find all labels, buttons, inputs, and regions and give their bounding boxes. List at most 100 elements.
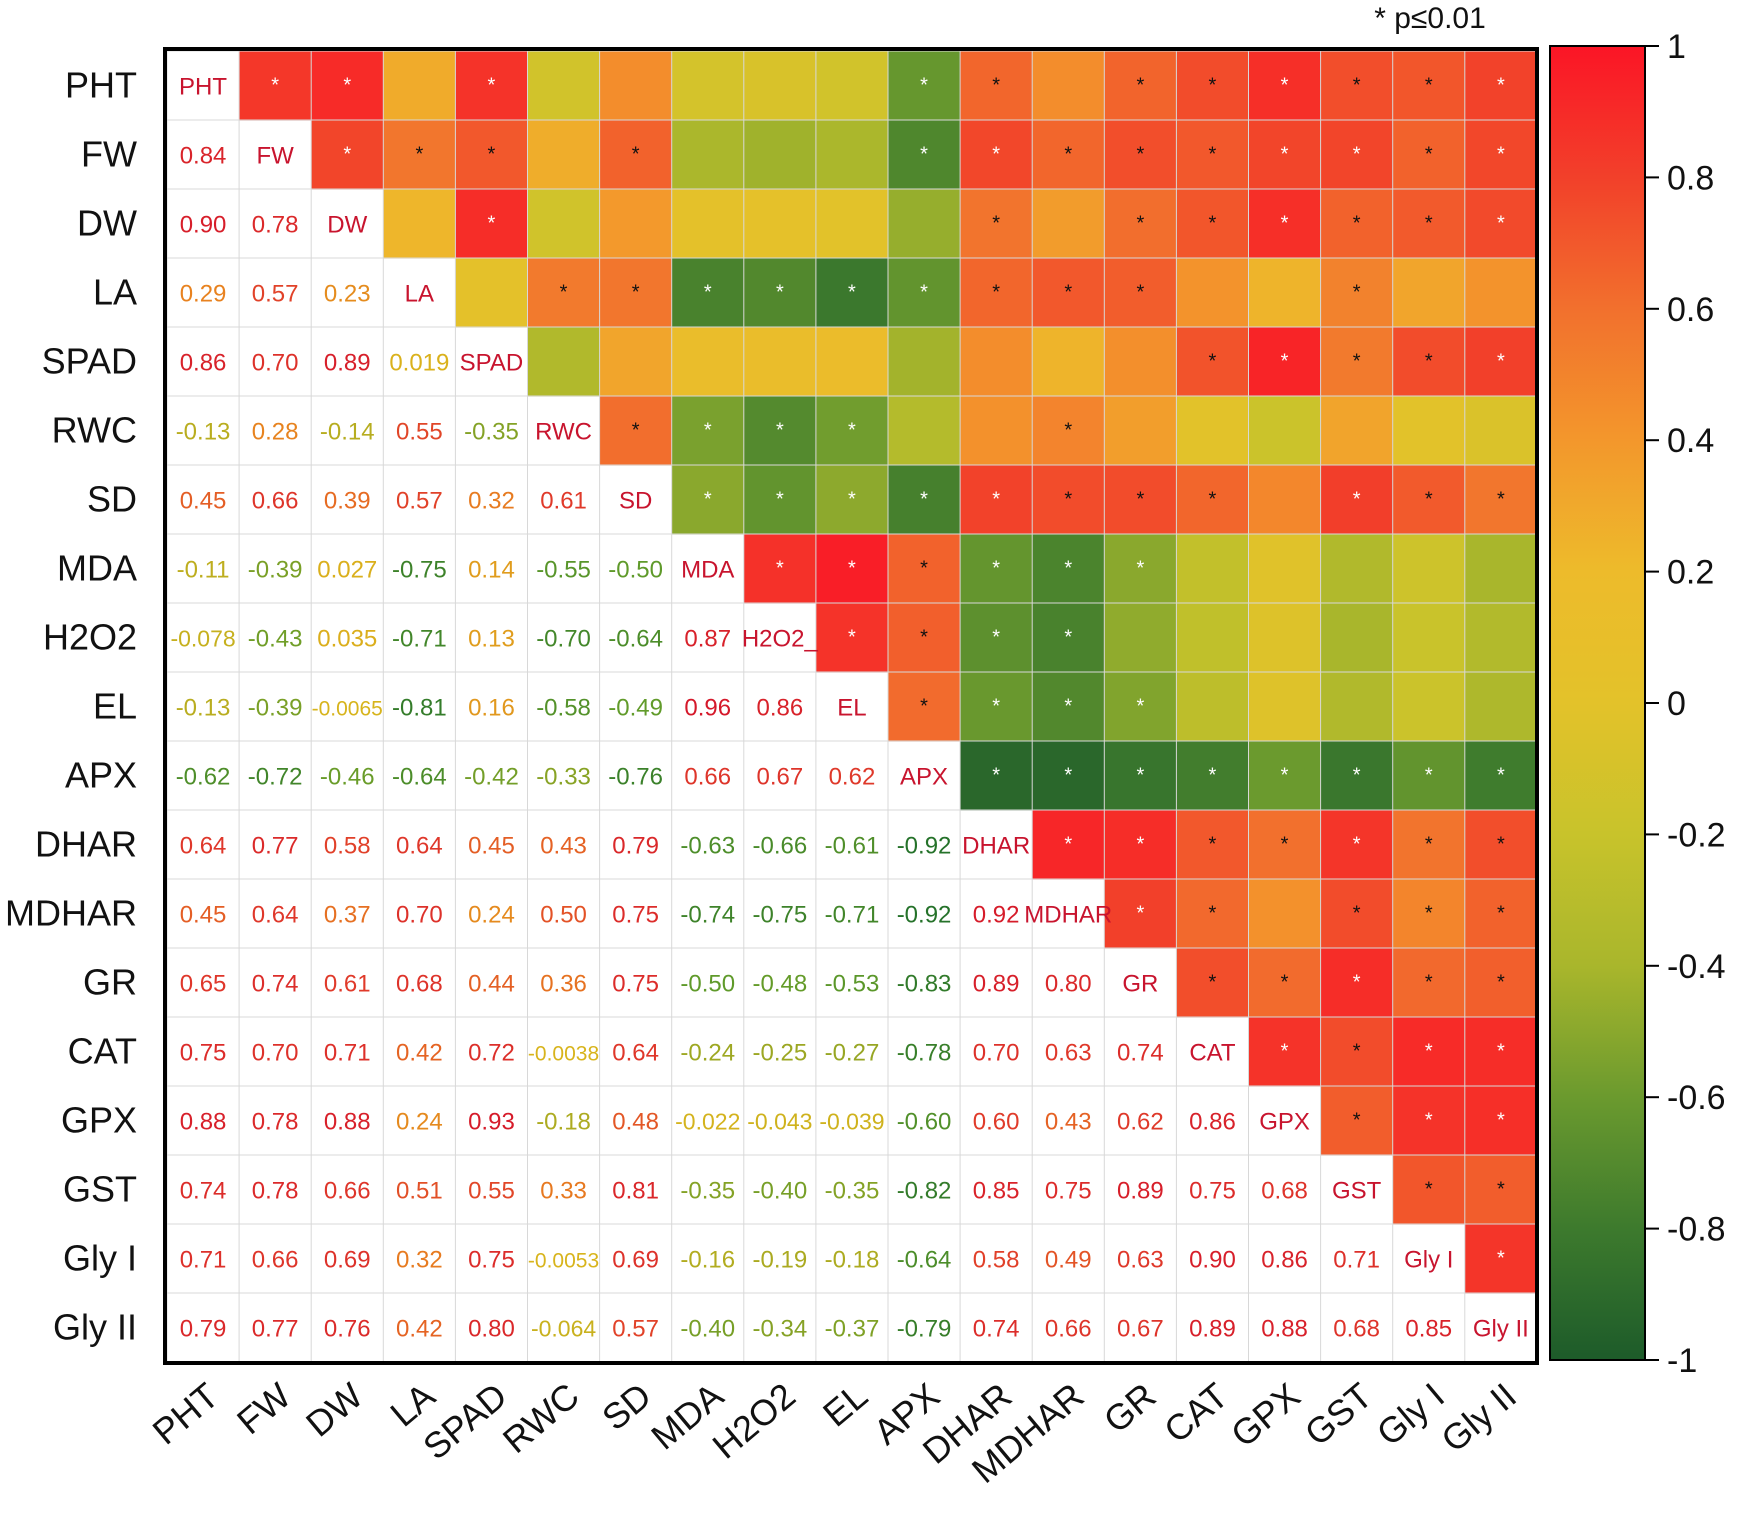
heatmap-cell-SPAD-Gly-I	[1392, 327, 1466, 397]
correlation-value: 0.70	[396, 902, 443, 929]
heatmap-cell-SD-CAT	[1176, 465, 1250, 535]
diagonal-label: MDHAR	[1024, 902, 1112, 929]
correlation-value: 0.28	[252, 419, 299, 446]
heatmap-cell-H2O2-GPX	[1248, 603, 1322, 673]
diagonal-label: DHAR	[962, 833, 1030, 860]
significance-star: *	[1136, 834, 1144, 856]
significance-star: *	[1425, 903, 1433, 925]
correlation-value: 0.84	[180, 143, 227, 170]
significance-star: *	[920, 696, 928, 718]
heatmap-cell-SPAD-EL	[815, 327, 889, 397]
correlation-value: -0.76	[608, 764, 663, 791]
heatmap-cell-DW-SPAD	[455, 189, 529, 259]
significance-star: *	[343, 75, 351, 97]
correlation-value: -0.81	[392, 695, 447, 722]
heatmap-cell-FW-CAT	[1176, 120, 1250, 190]
correlation-value: 0.79	[612, 833, 659, 860]
colorbar-tick-label: -0.6	[1667, 1079, 1726, 1117]
correlation-value: 0.61	[540, 488, 587, 515]
heatmap-cell-EL-CAT	[1176, 672, 1250, 742]
correlation-value: 0.72	[468, 1040, 515, 1067]
significance-star: *	[1425, 834, 1433, 856]
heatmap-cell-EL-APX	[888, 672, 961, 742]
heatmap-cell-APX-Gly-II	[1464, 741, 1538, 811]
correlation-value: 0.51	[396, 1178, 443, 1205]
correlation-value: 0.66	[1045, 1316, 1092, 1343]
heatmap-cell-APX-DHAR	[960, 741, 1033, 811]
heatmap-cell-MDA-GPX	[1248, 534, 1322, 604]
significance-star: *	[1353, 1110, 1361, 1132]
correlation-value: 0.45	[180, 902, 227, 929]
diagonal-label: CAT	[1189, 1040, 1236, 1067]
significance-star: *	[992, 489, 1000, 511]
row-label: APX	[65, 755, 137, 796]
correlation-value: 0.24	[396, 1109, 443, 1136]
heatmap-cell-DHAR-Gly-I	[1392, 810, 1466, 880]
column-label: GST	[1297, 1375, 1380, 1454]
heatmap-cell-FW-GPX	[1248, 120, 1322, 190]
significance-star: *	[992, 213, 1000, 235]
significance-star: *	[1425, 1041, 1433, 1063]
significance-star: *	[415, 144, 423, 166]
heatmap-cell-PHT-APX	[888, 51, 961, 121]
row-label: H2O2	[43, 617, 137, 658]
significance-star: *	[1281, 972, 1289, 994]
heatmap-cell-CAT-GST	[1320, 1017, 1394, 1087]
significance-star: *	[1425, 489, 1433, 511]
correlation-value: 0.76	[324, 1316, 371, 1343]
correlation-value: -0.61	[825, 833, 880, 860]
heatmap-cell-LA-GST	[1320, 258, 1394, 328]
correlation-value: -0.60	[897, 1109, 952, 1136]
significance-star: *	[848, 282, 856, 304]
correlation-value: -0.92	[897, 833, 952, 860]
diagonal-label: APX	[900, 764, 948, 791]
significance-star: *	[560, 282, 568, 304]
correlation-value: 0.55	[396, 419, 443, 446]
heatmap-cell-RWC-GR	[1104, 396, 1177, 466]
correlation-value: 0.74	[973, 1316, 1020, 1343]
heatmap-cell-EL-GR	[1104, 672, 1177, 742]
significance-star: *	[1497, 489, 1505, 511]
column-label: DW	[298, 1375, 370, 1445]
correlation-value: -0.83	[897, 971, 952, 998]
significance-star: *	[1064, 282, 1072, 304]
significance-star: *	[920, 282, 928, 304]
significance-star: *	[488, 213, 496, 235]
significance-star: *	[992, 696, 1000, 718]
significance-star: *	[1353, 489, 1361, 511]
colorbar-gradient	[1549, 45, 1646, 1361]
correlation-value: 0.50	[540, 902, 587, 929]
correlation-value: 0.71	[1333, 1247, 1380, 1274]
correlation-value: -0.0038	[528, 1043, 599, 1066]
colorbar-tick-label: -1	[1667, 1342, 1697, 1380]
heatmap-cell-SD-MDA	[671, 465, 745, 535]
heatmap-cell-PHT-EL	[815, 51, 889, 121]
heatmap-cell-MDA-DHAR	[960, 534, 1033, 604]
correlation-value: 0.57	[396, 488, 443, 515]
correlation-value: 0.75	[1045, 1178, 1092, 1205]
heatmap-cell-PHT-RWC	[527, 51, 601, 121]
colorbar-tick-label: 0.2	[1667, 554, 1714, 592]
significance-star: *	[1353, 765, 1361, 787]
heatmap-cell-MDHAR-GST	[1320, 879, 1394, 949]
heatmap-cell-PHT-H2O2	[743, 51, 817, 121]
heatmap-cell-MDA-Gly-II	[1464, 534, 1538, 604]
correlation-value: 0.027	[317, 557, 377, 584]
colorbar-tick-label: -0.4	[1667, 948, 1726, 986]
correlation-value: 0.69	[324, 1247, 371, 1274]
correlation-value: -0.53	[825, 971, 880, 998]
significance-star: *	[1497, 213, 1505, 235]
significance-star: *	[632, 144, 640, 166]
row-label: GR	[83, 962, 137, 1003]
heatmap-cell-DW-APX	[888, 189, 961, 259]
correlation-value: 0.60	[973, 1109, 1020, 1136]
correlation-value: -0.35	[680, 1178, 735, 1205]
correlation-value: 0.75	[1189, 1178, 1236, 1205]
row-label: CAT	[68, 1031, 137, 1072]
heatmap-cell-PHT-MDHAR	[1032, 51, 1105, 121]
heatmap-cell-PHT-FW	[239, 51, 312, 121]
correlation-value: 0.87	[684, 626, 731, 653]
correlation-value: 0.57	[252, 281, 299, 308]
